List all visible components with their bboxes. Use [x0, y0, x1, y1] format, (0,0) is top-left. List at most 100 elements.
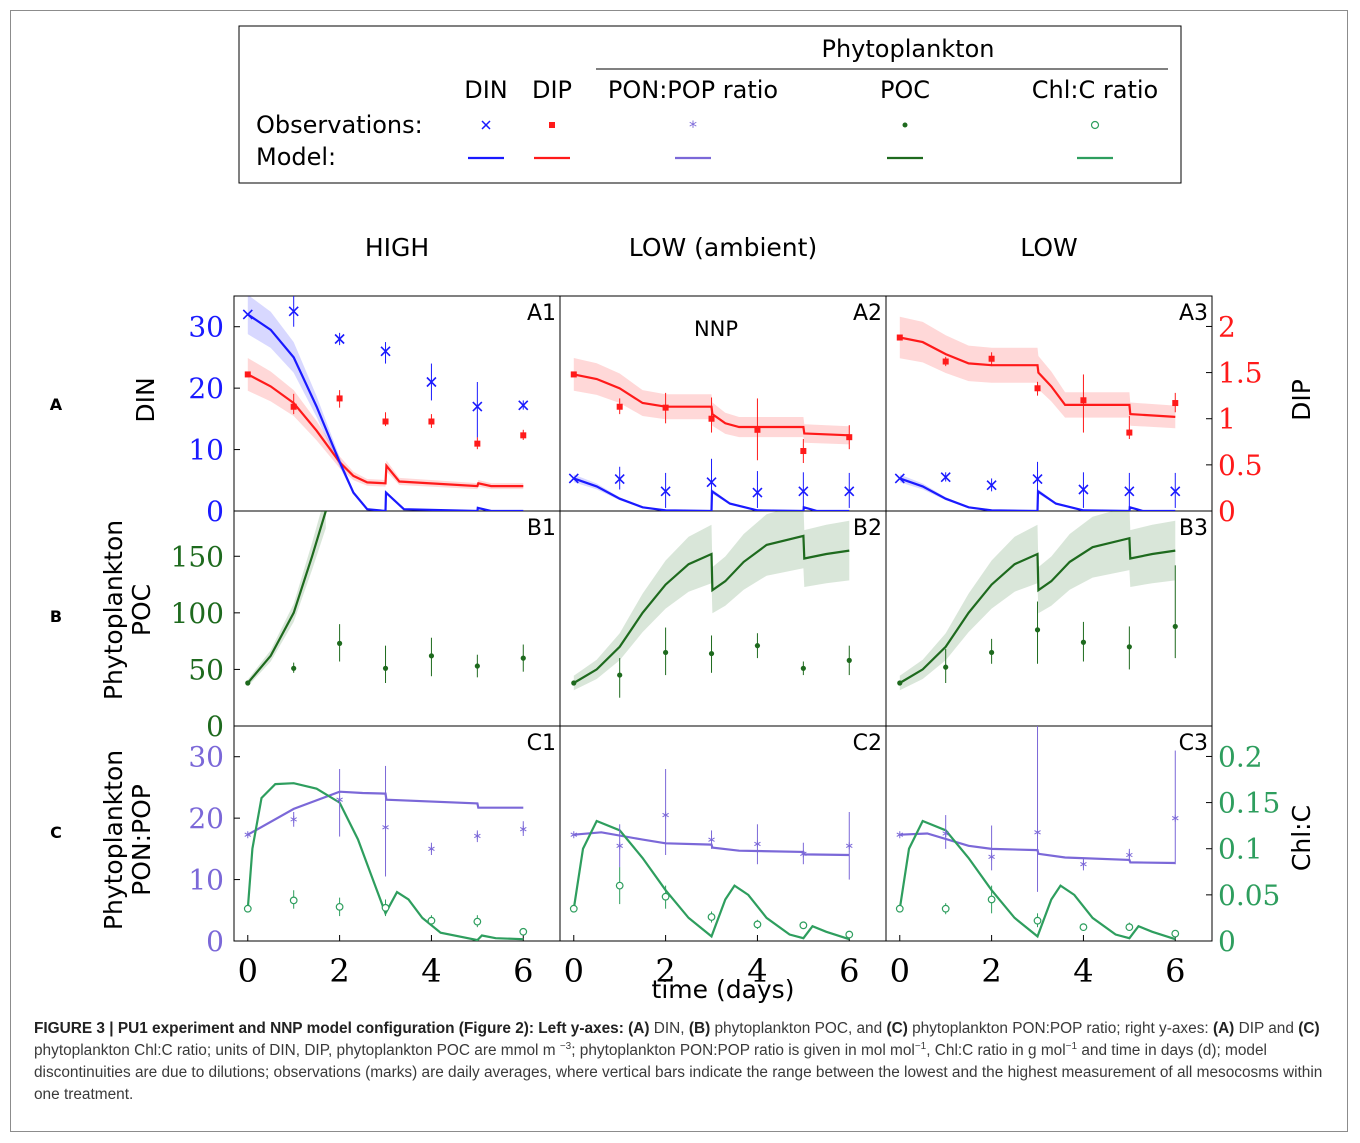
din-observation [472, 401, 483, 412]
dip-model-line [899, 336, 1176, 418]
chlc-observation [845, 930, 854, 939]
poc-observation [846, 657, 852, 663]
x-tick-label: 4 [421, 952, 441, 990]
ponpop-observation [290, 815, 297, 823]
caption-part-3: (C) phytoplankton PON:POP ratio; right y… [886, 1020, 1213, 1037]
poc-observation [571, 680, 577, 686]
poc-observation [800, 665, 806, 671]
dip-observation [754, 426, 761, 433]
caption-text-3: , Chl:C ratio in g mol [926, 1042, 1066, 1059]
x-tick-label: 6 [839, 952, 859, 990]
poc-observation [291, 665, 297, 671]
poc-observation [1126, 644, 1132, 650]
panel-label-c2: C2 [853, 731, 882, 756]
caption-part-4: (A) DIP and [1212, 1020, 1299, 1037]
right-tick-label: 0.15 [1218, 787, 1280, 820]
x-tick-label: 2 [329, 952, 349, 990]
right-tick-label: 1 [1218, 403, 1236, 436]
caption-text-4: and time in days (d); model discontinuit… [34, 1042, 1323, 1103]
dip-observation [290, 403, 297, 410]
asterisk-marker-icon: * [689, 117, 697, 136]
chlc-observation [661, 892, 670, 901]
poc-observation [897, 680, 903, 686]
poc-observation [1034, 627, 1041, 633]
ponpop-observation [519, 825, 527, 833]
din-observation [288, 306, 299, 317]
poc-model-line [573, 534, 850, 684]
dip-uncertainty-band [247, 358, 524, 490]
legend-row-model: Model: [256, 143, 336, 171]
x-marker-icon [481, 120, 491, 130]
chlc-observation [1171, 929, 1180, 938]
dip-observation [616, 403, 623, 410]
poc-observation [663, 649, 669, 656]
din-observation [752, 487, 763, 498]
ponpop-observation [474, 832, 481, 840]
din-observation [1078, 484, 1089, 495]
figure-svg: Phytoplankton DIN DIP PON:POP ratio POC Chl:C… [50, 25, 1316, 1004]
dip-observation [988, 355, 995, 362]
chlc-observation [799, 921, 808, 930]
poc-model-line [899, 536, 1176, 684]
din-observation [1032, 473, 1043, 485]
dip-model-line [247, 373, 524, 488]
dip-observation [1080, 397, 1087, 404]
din-model-line [247, 313, 524, 511]
din-observation [614, 473, 625, 485]
legend-col-din: DIN [464, 76, 508, 104]
caption-sup-3: −1 [1065, 1040, 1078, 1052]
chlc-observation [1033, 916, 1042, 925]
ylabel-ponpop: PhytoplanktonPON:POP [99, 750, 156, 930]
ponpop-observation [1080, 860, 1087, 868]
left-tick-label: 0 [206, 710, 224, 743]
panel-frame-0-2 [885, 295, 1213, 512]
chlc-observation [289, 896, 298, 905]
chlc-observation [569, 904, 578, 913]
left-tick-label: 10 [188, 434, 224, 467]
ponpop-observation [616, 842, 623, 850]
chlc-observation [1125, 923, 1134, 932]
poc-observation [428, 653, 435, 659]
din-observation [986, 480, 997, 491]
panel-frame-2-2 [885, 725, 1213, 942]
panel-label-b1: B1 [527, 516, 556, 541]
legend-col-dip: DIP [532, 76, 572, 104]
left-tick-label: 50 [188, 653, 224, 686]
chlc-observation [519, 927, 528, 936]
panel-label-c3: C3 [1179, 731, 1208, 756]
caption-part-2: (B) phytoplankton POC, and [688, 1020, 887, 1037]
right-tick-label: 2 [1218, 310, 1236, 343]
x-tick-label: 0 [890, 952, 910, 990]
chlc-observation [895, 904, 904, 913]
poc-observation [382, 665, 389, 671]
ponpop-observation [896, 831, 904, 839]
legend-row-observations: Observations: [256, 111, 423, 139]
dot-marker-icon [902, 122, 908, 128]
ylabel-dip: DIP [1287, 379, 1316, 421]
right-tick-label: 0 [1218, 925, 1236, 958]
chlc-observation [335, 902, 344, 911]
din-observation [894, 473, 905, 484]
dip-observation [1172, 400, 1179, 407]
dip-observation [800, 448, 807, 455]
dip-observation [662, 404, 669, 411]
chlc-observation [381, 903, 390, 912]
poc-observation [708, 650, 715, 657]
x-tick-label: 0 [238, 952, 258, 990]
caption-sup-2: −1 [914, 1040, 927, 1052]
legend-col-pon-pop-ratio: PON:POP ratio [608, 76, 778, 104]
left-tick-label: 10 [188, 864, 224, 897]
chlc-observation [707, 913, 716, 921]
right-tick-label: 0.2 [1218, 740, 1263, 773]
legend-col-poc: POC [880, 76, 930, 104]
left-tick-label: 0 [206, 925, 224, 958]
din-observation [798, 486, 809, 497]
chlc-observation [941, 904, 950, 913]
ponpop-observation [382, 823, 389, 831]
ponpop-observation [845, 842, 853, 850]
dip-observation [896, 334, 903, 341]
din-observation [706, 477, 717, 488]
ponpop-observation [708, 836, 715, 844]
ponpop-observation [244, 831, 252, 839]
panel-label-a3: A3 [1179, 301, 1208, 326]
